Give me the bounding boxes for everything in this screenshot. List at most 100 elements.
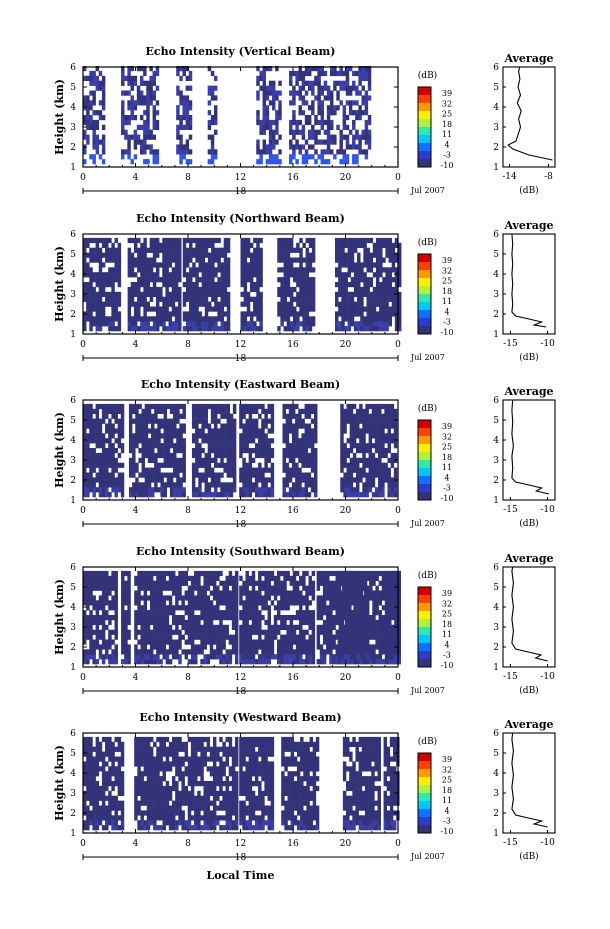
echo-cell <box>217 277 221 283</box>
echo-cell <box>304 403 308 410</box>
echo-cell <box>163 423 168 429</box>
echo-cell <box>295 433 299 439</box>
echo-cell <box>154 413 158 419</box>
echo-cell <box>338 326 342 332</box>
echo-cell <box>195 277 199 283</box>
echo-cell <box>314 129 318 135</box>
echo-cell <box>179 159 183 165</box>
echo-cell <box>89 306 93 312</box>
echo-cell <box>127 605 131 611</box>
echo-cell <box>298 66 302 72</box>
echo-cell <box>326 580 330 586</box>
echo-cell <box>89 462 93 468</box>
echo-cell <box>150 467 155 473</box>
echo-cell <box>153 580 157 586</box>
echo-cell <box>374 448 379 454</box>
echo-cell <box>393 482 398 488</box>
echo-cell <box>258 575 262 581</box>
echo-cell <box>245 482 249 488</box>
echo-cell <box>189 306 193 312</box>
echo-cell <box>200 570 204 577</box>
echo-cell <box>92 492 96 498</box>
echo-cell <box>127 70 131 77</box>
echo-cell <box>149 95 153 101</box>
echo-cell <box>101 286 106 293</box>
echo-cell <box>246 252 251 258</box>
echo-cell <box>310 428 315 434</box>
echo-cell <box>204 267 209 273</box>
echo-cell <box>223 247 228 253</box>
echo-cell <box>298 70 302 77</box>
echo-cell <box>371 418 376 424</box>
echo-cell <box>101 629 106 635</box>
echo-cell <box>299 296 303 302</box>
echo-cell <box>198 252 202 258</box>
echo-cell <box>210 472 215 478</box>
echo-cell <box>143 615 148 621</box>
echo-cell <box>261 418 265 424</box>
echo-cell <box>179 482 183 488</box>
echo-cell <box>211 252 215 258</box>
echo-cell <box>285 418 290 424</box>
echo-cell <box>95 326 100 332</box>
echo-cell <box>286 237 291 244</box>
echo-cell <box>178 639 182 645</box>
echo-cell <box>371 403 376 410</box>
echo-cell <box>353 321 358 327</box>
echo-cell <box>283 644 287 650</box>
echo-cell <box>210 119 215 126</box>
echo-cell <box>120 492 125 498</box>
echo-cell <box>200 585 204 591</box>
echo-cell <box>305 316 310 322</box>
echo-cell <box>198 311 202 317</box>
echo-cell <box>89 311 93 317</box>
echo-cell <box>89 413 93 419</box>
avg-profile-line <box>511 233 547 328</box>
echo-cell <box>121 66 125 72</box>
echo-cell <box>108 418 112 424</box>
echo-cell <box>378 428 382 434</box>
echo-cell <box>291 482 296 488</box>
echo-cell <box>391 252 396 258</box>
echo-cell <box>286 634 290 640</box>
echo-cell <box>265 85 270 91</box>
echo-cell <box>243 286 248 293</box>
echo-cell <box>181 605 185 611</box>
echo-cell <box>242 605 246 611</box>
echo-cell <box>283 595 287 601</box>
echo-cell <box>365 487 369 493</box>
echo-cell <box>200 649 204 655</box>
echo-cell <box>117 487 122 493</box>
echo-cell <box>352 467 357 473</box>
echo-cell <box>261 654 265 660</box>
echo-cell <box>98 326 103 332</box>
echo-cell <box>330 105 334 111</box>
echo-cell <box>330 119 334 126</box>
echo-cell <box>86 482 90 488</box>
echo-cell <box>189 296 193 302</box>
echo-cell <box>147 482 152 488</box>
echo-cell <box>342 105 347 111</box>
echo-cell <box>213 482 218 488</box>
echo-cell <box>204 291 209 297</box>
echo-cell <box>382 242 386 248</box>
echo-cell <box>146 159 150 165</box>
echo-cell <box>207 487 212 493</box>
echo-cell <box>124 619 128 626</box>
echo-cell <box>178 615 182 621</box>
echo-cell <box>246 267 251 273</box>
echo-cell <box>311 134 315 140</box>
colorbar-tick-label: 4 <box>444 307 449 316</box>
echo-cell <box>92 124 96 130</box>
echo-cell <box>195 438 199 444</box>
echo-cell <box>239 634 243 640</box>
echo-cell <box>231 610 236 616</box>
echo-cell <box>329 580 333 586</box>
echo-cell <box>121 590 125 596</box>
echo-cell <box>86 110 90 116</box>
echo-cell <box>278 100 282 106</box>
echo-cell <box>375 311 380 317</box>
echo-cell <box>169 482 174 488</box>
echo-cell <box>185 85 190 91</box>
echo-cell <box>258 570 262 577</box>
